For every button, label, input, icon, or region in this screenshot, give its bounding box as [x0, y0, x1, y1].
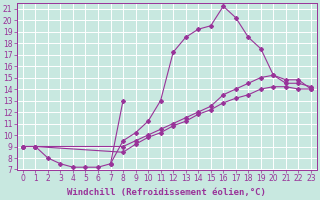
- X-axis label: Windchill (Refroidissement éolien,°C): Windchill (Refroidissement éolien,°C): [68, 188, 266, 197]
